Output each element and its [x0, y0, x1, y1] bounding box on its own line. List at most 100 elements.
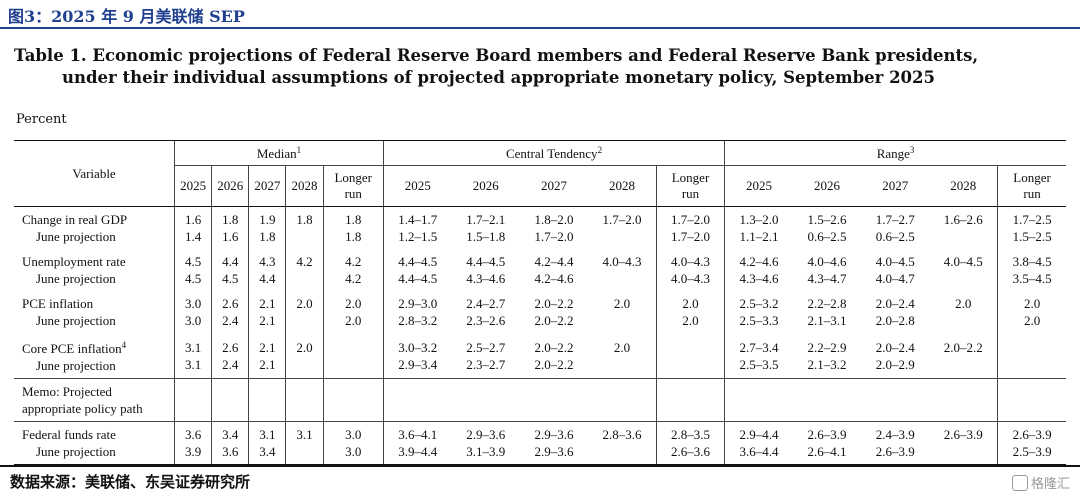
june-value: 2.9–3.4 [398, 356, 438, 372]
june-value: 0.6–2.5 [875, 229, 915, 244]
variable-header: Variable [14, 140, 175, 207]
year-header: 2028 [588, 165, 657, 207]
june-projection-label: June projection [36, 358, 116, 373]
longer-run-label: Longer [1013, 170, 1051, 185]
value-cell: 2.0 2.0 [997, 291, 1066, 333]
june-value [286, 312, 322, 329]
value-cell: 3.4 3.6 [211, 421, 249, 465]
june-value: 1.6 [222, 229, 239, 244]
value-cell: 3.6–4.1 3.9–4.4 [382, 421, 452, 465]
june-value: 2.4 [222, 313, 239, 328]
value-cell: 2.9–3.6 2.9–3.6 [519, 421, 589, 465]
table-title-line1: Table 1. Economic projections of Federal… [14, 46, 979, 65]
june-value: 4.4 [259, 271, 276, 286]
longer-run-label: run [344, 186, 362, 201]
value-cell: 4.4 4.5 [211, 249, 249, 291]
current-value: 4.0–4.5 [943, 254, 983, 269]
memo-empty-cell [588, 378, 657, 422]
june-value [324, 356, 383, 373]
current-value: 4.4–4.5 [466, 254, 506, 269]
value-cell: 2.0–2.2 2.0–2.2 [520, 291, 588, 333]
value-cell: 3.0–3.2 2.9–3.4 [382, 333, 452, 379]
year-header: 2026 [451, 165, 520, 207]
current-value: 4.2 [345, 254, 362, 269]
june-value: 3.9 [185, 444, 202, 459]
june-value: 4.5 [222, 271, 239, 286]
current-value: 4.2–4.6 [739, 254, 779, 269]
june-value: 4.4–4.5 [398, 271, 438, 286]
value-cell: 2.0–2.4 2.0–2.9 [861, 333, 929, 379]
june-projection-label: June projection [36, 229, 116, 244]
current-value: 2.2–2.9 [807, 339, 847, 355]
current-value: 2.9–3.0 [398, 296, 438, 311]
unit-label: Percent [16, 112, 67, 127]
memo-empty-cell [861, 378, 930, 422]
current-value: 2.9–4.4 [739, 427, 779, 442]
june-value: 1.8 [345, 229, 362, 244]
value-cell: 1.7–2.0 1.7–2.0 [655, 206, 725, 249]
memo-row: Memo: Projected appropriate policy path [14, 378, 1066, 422]
current-value: 2.0 [613, 296, 631, 311]
memo-empty-cell [929, 378, 998, 422]
value-cell: 2.0–2.2 2.0–2.2 [520, 333, 588, 379]
june-value: 4.3–4.6 [466, 271, 506, 286]
variable-cell: Unemployment rate June projection [14, 249, 175, 291]
value-cell: 1.7–2.5 1.5–2.5 [997, 206, 1066, 249]
june-value [657, 356, 724, 373]
year-header-longer-run: Longer run [997, 165, 1066, 207]
value-cell: 4.2–4.6 4.3–4.6 [724, 249, 793, 291]
source-footer: 数据来源：美联储、东吴证券研究所 格隆汇 [0, 465, 1080, 496]
value-cell: 2.2–2.9 2.1–3.2 [793, 333, 861, 379]
value-cell: 4.0–4.5 4.0–4.7 [861, 249, 929, 291]
year-header: 2027 [861, 165, 930, 207]
value-cell: 1.8–2.0 1.7–2.0 [520, 207, 588, 250]
variable-name-text: Core PCE inflation [22, 341, 122, 356]
table-title: Table 1. Economic projections of Federal… [14, 45, 1074, 89]
june-value: 2.6–3.6 [671, 444, 710, 459]
current-value: 1.7–2.5 [1012, 212, 1052, 227]
value-cell: 1.8 1.8 [322, 206, 384, 249]
value-cell: 4.2–4.4 4.2–4.6 [520, 249, 588, 291]
current-value: 2.4–3.9 [875, 427, 915, 442]
group-label: Median [256, 145, 297, 161]
june-value: 3.9–4.4 [398, 444, 438, 459]
current-value: 2.9–3.6 [534, 427, 574, 442]
value-cell: 2.5–3.2 2.5–3.3 [724, 291, 793, 333]
value-cell: 2.2–2.8 2.1–3.1 [793, 291, 861, 333]
group-header-median: Median1 [174, 140, 384, 166]
june-projection-label: June projection [36, 313, 116, 328]
june-value: 4.5 [185, 271, 202, 286]
june-value: 2.0–2.8 [875, 313, 915, 328]
year-header-longer-run: Longer run [322, 165, 384, 207]
group-header-range: Range3 [724, 140, 1066, 166]
current-value: 2.6 [222, 339, 239, 355]
table-row: Federal funds rate June projection 3.6 3.9 3… [14, 421, 1066, 465]
june-value: 3.0 [185, 313, 202, 328]
value-cell: 2.6 2.4 [211, 333, 249, 379]
value-cell: 3.1 [285, 421, 324, 465]
year-header: 2028 [285, 165, 324, 207]
june-value: 2.4 [222, 356, 239, 372]
june-value: 3.0 [345, 444, 362, 459]
memo-empty-cell [792, 378, 862, 422]
june-value: 2.0 [682, 313, 699, 328]
value-cell: 4.3 4.4 [248, 249, 286, 291]
current-value: 2.5–2.7 [466, 339, 506, 355]
current-value: 2.8–3.6 [602, 427, 642, 442]
current-value: 2.2–2.8 [807, 296, 847, 311]
year-header: 2026 [792, 165, 862, 207]
june-value [588, 270, 656, 287]
table-row: PCE inflation June projection 3.0 3.0 2.6 2.4… [14, 291, 1066, 333]
year-header: 2027 [248, 165, 286, 207]
june-value: 2.0 [345, 313, 362, 328]
variable-name: Unemployment rate [22, 253, 174, 270]
current-value: 2.0 [296, 339, 313, 355]
june-value: 4.2 [345, 271, 362, 286]
current-value: 2.0–2.2 [534, 296, 574, 311]
variable-name: PCE inflation [22, 295, 174, 312]
value-cell: 1.9 1.8 [248, 206, 286, 249]
june-value: 1.7–2.0 [671, 229, 710, 244]
june-value: 3.1–3.9 [466, 444, 506, 459]
value-cell: 1.4–1.7 1.2–1.5 [382, 206, 452, 249]
current-value: 4.0–4.6 [807, 254, 847, 269]
